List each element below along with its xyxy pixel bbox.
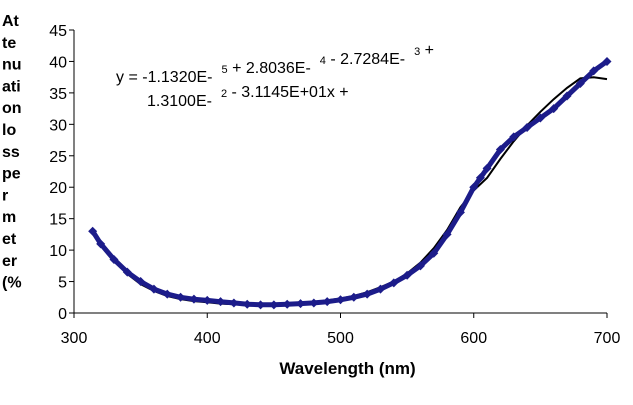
data-point [136, 277, 146, 287]
data-point [402, 270, 412, 280]
data-point [149, 284, 159, 294]
data-point [202, 295, 212, 305]
data-point [216, 297, 226, 307]
data-point [455, 207, 465, 217]
trendline-equation-line1: y = -1.1320E- 5 + 2.8036E- 4 - 2.7284E- 3 + [116, 42, 434, 86]
data-point [96, 239, 106, 249]
x-tick-label: 600 [460, 330, 487, 347]
data-point [336, 295, 345, 305]
y-tick-label: 45 [49, 23, 67, 40]
data-point [602, 56, 612, 66]
y-axis-title: At te nu ati on lo ss pe rm et er (% [2, 13, 22, 292]
y-tick-label: 0 [58, 306, 67, 323]
y-tick-label: 5 [58, 275, 67, 292]
x-tick-label: 700 [594, 330, 621, 347]
data-point [309, 298, 319, 308]
y-axis-title-line: te [2, 35, 16, 52]
data-point [109, 255, 119, 265]
y-tick-label: 15 [49, 212, 67, 229]
x-axis-title: Wavelength (nm) [279, 359, 415, 378]
x-axis-ticks: 300 400 500 600 700 [61, 313, 621, 347]
data-series [88, 56, 612, 310]
data-point [589, 66, 599, 76]
data-point [362, 289, 372, 299]
data-point [88, 226, 98, 236]
y-axis-title-line: er [2, 253, 17, 270]
y-axis-title-line: ss [2, 144, 20, 161]
data-point [349, 292, 359, 302]
y-tick-label: 20 [49, 180, 67, 197]
y-axis-title-line: At [2, 13, 20, 30]
data-point [522, 122, 532, 132]
y-axis-title-line: ati [2, 78, 21, 95]
fit-line [91, 76, 608, 306]
y-axis-title-line: lo [2, 122, 16, 139]
y-tick-label: 35 [49, 86, 67, 103]
data-point [415, 261, 425, 271]
data-point [495, 144, 505, 154]
data-point [575, 78, 585, 88]
data-point [162, 289, 172, 299]
data-point [482, 163, 492, 173]
data-point [442, 229, 452, 239]
data-point [375, 284, 385, 294]
x-tick-label: 500 [327, 330, 354, 347]
y-axis-title-line: m [2, 209, 16, 226]
x-tick-label: 300 [61, 330, 88, 347]
data-point [429, 248, 439, 258]
data-point [535, 113, 545, 123]
data-point [282, 299, 292, 309]
y-axis-title-line: et [2, 231, 17, 248]
y-axis-title-line: (% [2, 275, 22, 292]
data-point [229, 298, 239, 308]
data-point [549, 104, 559, 114]
data-point [509, 132, 519, 142]
fit-series [91, 76, 608, 306]
data-point [176, 292, 186, 302]
data-point [242, 299, 252, 309]
trendline-equation-line2: 1.3100E- 2 - 3.1145E+01x + [147, 84, 349, 110]
data-point [256, 300, 266, 310]
y-tick-label: 30 [49, 117, 67, 134]
y-tick-label: 25 [49, 149, 67, 166]
data-point [469, 182, 479, 192]
data-point [322, 297, 332, 307]
y-axis-ticks: 0 5 10 15 20 25 30 35 40 45 [49, 23, 74, 323]
data-point [389, 278, 399, 288]
y-tick-label: 10 [49, 243, 67, 260]
y-axis-title-line: nu [2, 57, 22, 74]
y-axis-title-line: pe [2, 166, 21, 183]
data-point [189, 294, 199, 304]
y-axis-title-line: on [2, 100, 22, 117]
data-point [122, 267, 132, 277]
y-tick-label: 40 [49, 54, 67, 71]
data-point [269, 300, 279, 310]
data-point [562, 91, 572, 101]
y-axis-title-line: r [2, 187, 8, 204]
data-point [475, 173, 485, 183]
data-point [296, 299, 306, 309]
x-tick-label: 400 [194, 330, 221, 347]
